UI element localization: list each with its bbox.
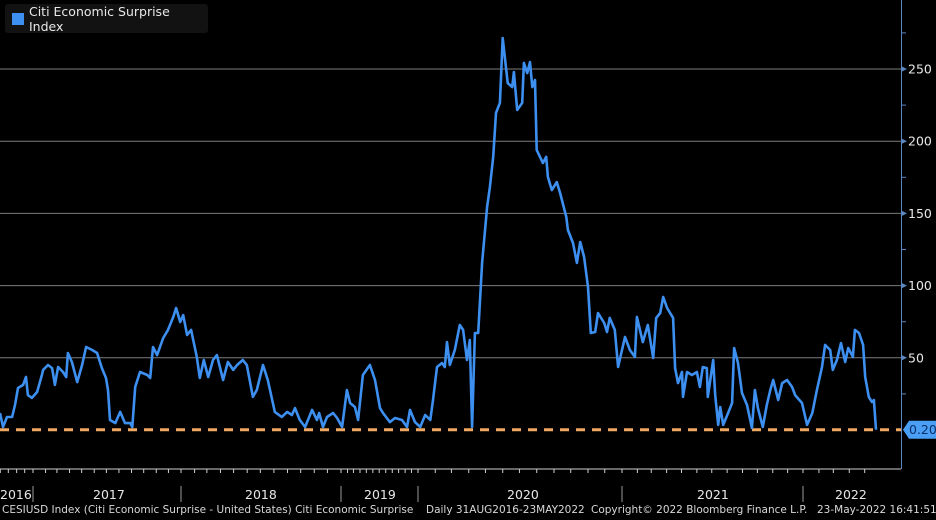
- x-tick-label: 2018: [245, 487, 277, 502]
- y-tick-arrow: [901, 282, 907, 289]
- y-tick-arrow: [901, 138, 907, 145]
- x-axis: 2016 2017 2018 2019 2020 2021 2022: [0, 468, 901, 502]
- x-tick-label: 2022: [835, 487, 867, 502]
- legend: Citi Economic Surprise Index: [5, 3, 208, 34]
- x-tick-label: 2020: [507, 487, 539, 502]
- y-axis: 50 100 150 200 250: [901, 0, 932, 469]
- y-tick-label: 100: [908, 278, 932, 293]
- x-tick-label: 2019: [364, 487, 396, 502]
- last-value-label: 0.20: [909, 422, 936, 437]
- footer-description: CESIUSD Index (Citi Economic Surprise - …: [2, 504, 414, 516]
- footer-copyright: Copyright© 2022 Bloomberg Finance L.P.: [591, 504, 808, 516]
- x-tick-label: 2021: [697, 487, 729, 502]
- y-tick-label: 250: [908, 62, 932, 77]
- footer-timestamp: 23-May-2022 16:41:51: [817, 504, 936, 516]
- y-tick-label: 150: [908, 206, 932, 221]
- x-tick-label: 2016: [0, 487, 32, 502]
- y-tick-label: 200: [908, 134, 932, 149]
- legend-swatch: [12, 12, 24, 25]
- gridlines: [0, 68, 901, 359]
- last-value-tag: 0.20: [903, 420, 936, 439]
- data-points: [0, 38, 876, 430]
- legend-label: Citi Economic Surprise Index: [28, 3, 170, 34]
- y-tick-arrow: [901, 354, 907, 361]
- footer-range: Daily 31AUG2016-23MAY2022: [426, 504, 585, 516]
- last-value-tag-shape: [903, 420, 936, 439]
- y-tick-arrow: [901, 66, 907, 72]
- y-tick-label: 50: [908, 350, 924, 365]
- x-tick-label: 2017: [93, 487, 125, 502]
- y-tick-arrow: [901, 210, 907, 217]
- series-line: [0, 36, 878, 430]
